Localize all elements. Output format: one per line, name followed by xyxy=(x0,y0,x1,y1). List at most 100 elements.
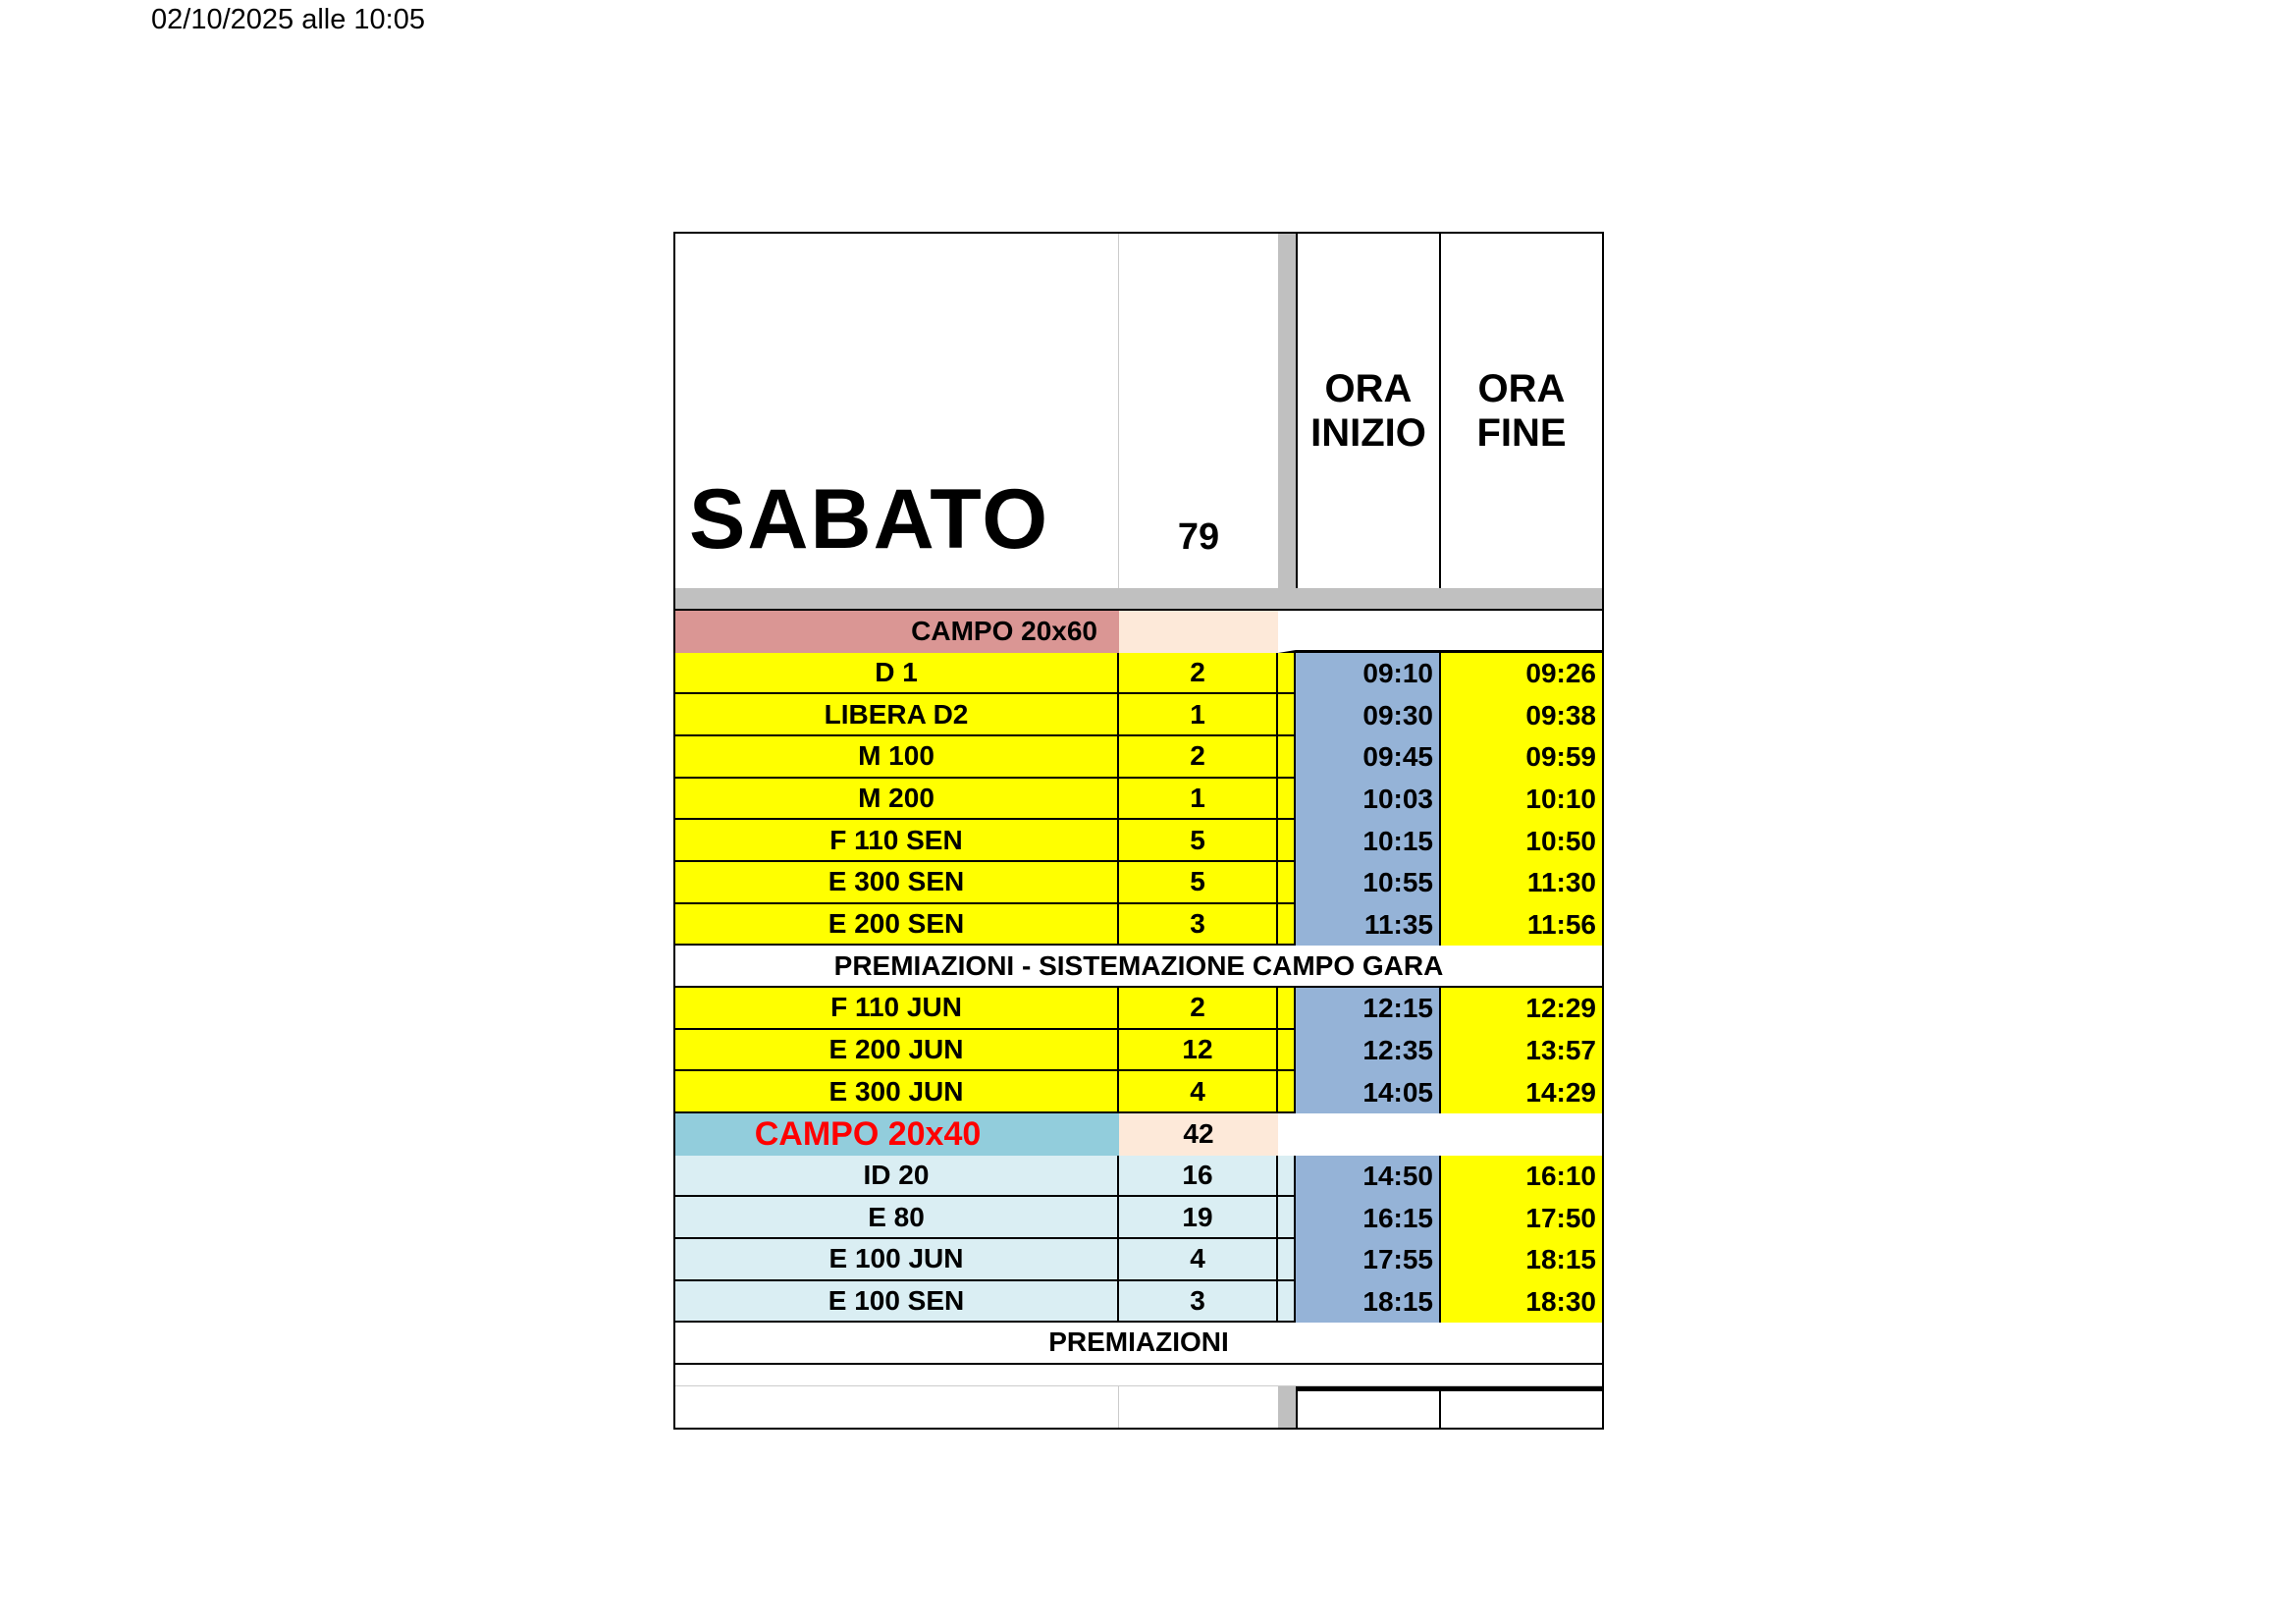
start-time: 09:30 xyxy=(1296,694,1441,736)
empty-row xyxy=(675,1365,1602,1386)
separator xyxy=(1278,1029,1296,1072)
start-time: 10:15 xyxy=(1296,820,1441,862)
event-name: M 200 xyxy=(675,778,1119,821)
break-awards-setup: PREMIAZIONI - SISTEMAZIONE CAMPO GARA xyxy=(675,946,1602,988)
start-time: 16:15 xyxy=(1296,1197,1441,1239)
start-time: 14:50 xyxy=(1296,1155,1441,1198)
separator xyxy=(1278,234,1296,588)
event-row: ID 20 16 14:50 16:10 xyxy=(675,1155,1602,1198)
event-row: E 100 JUN 4 17:55 18:15 xyxy=(675,1238,1602,1281)
event-name: LIBERA D2 xyxy=(675,694,1119,736)
start-time: 10:03 xyxy=(1296,778,1441,821)
empty-cell xyxy=(1278,611,1602,653)
start-time: 09:10 xyxy=(1296,652,1441,695)
event-row: D 1 2 09:10 09:26 xyxy=(675,652,1602,695)
end-time: 18:30 xyxy=(1441,1280,1602,1324)
campo-label: CAMPO 20x40 xyxy=(675,1112,1119,1156)
event-name: E 80 xyxy=(675,1197,1119,1239)
event-name: D 1 xyxy=(675,652,1119,695)
event-row: E 80 19 16:15 17:50 xyxy=(675,1197,1602,1239)
separator xyxy=(1278,861,1296,904)
separator xyxy=(1278,903,1296,947)
empty-cell xyxy=(1296,1385,1441,1428)
participant-count: 3 xyxy=(1119,903,1278,947)
header-end-label-1: ORA xyxy=(1477,366,1566,410)
event-row: E 300 SEN 5 10:55 11:30 xyxy=(675,861,1602,904)
break-awards: PREMIAZIONI xyxy=(675,1323,1602,1365)
end-time: 13:57 xyxy=(1441,1029,1602,1072)
participant-count: 2 xyxy=(1119,735,1278,779)
header-end-time: ORA FINE xyxy=(1441,234,1602,588)
event-name: E 200 SEN xyxy=(675,903,1119,947)
day-title: SABATO xyxy=(675,234,1119,588)
event-name: E 200 JUN xyxy=(675,1029,1119,1072)
separator xyxy=(1278,652,1296,695)
total-count: 79 xyxy=(1177,516,1220,558)
event-row: E 100 SEN 3 18:15 18:30 xyxy=(675,1280,1602,1324)
participant-count: 4 xyxy=(1119,1238,1278,1281)
participant-count: 5 xyxy=(1119,861,1278,904)
participant-count: 5 xyxy=(1119,820,1278,862)
event-name: M 100 xyxy=(675,735,1119,779)
start-time: 12:35 xyxy=(1296,1029,1441,1072)
event-name: F 110 SEN xyxy=(675,820,1119,862)
event-row: E 200 JUN 12 12:35 13:57 xyxy=(675,1029,1602,1072)
event-name: E 100 JUN xyxy=(675,1238,1119,1281)
empty-cell xyxy=(1441,1385,1602,1428)
empty-cell xyxy=(1278,1113,1602,1156)
separator xyxy=(1278,778,1296,821)
start-time: 17:55 xyxy=(1296,1238,1441,1281)
separator xyxy=(1278,1071,1296,1113)
separator xyxy=(1278,820,1296,862)
separator xyxy=(1278,735,1296,779)
end-time: 10:50 xyxy=(1441,820,1602,862)
header-start-label-1: ORA xyxy=(1324,366,1413,410)
event-row: E 200 SEN 3 11:35 11:56 xyxy=(675,903,1602,947)
participant-count: 4 xyxy=(1119,1071,1278,1113)
separator xyxy=(1278,1385,1296,1428)
end-time: 11:30 xyxy=(1441,861,1602,904)
event-row: F 110 JUN 2 12:15 12:29 xyxy=(675,987,1602,1030)
participant-count: 2 xyxy=(1119,987,1278,1030)
end-time: 09:59 xyxy=(1441,735,1602,779)
campo-20x40-row: CAMPO 20x40 42 xyxy=(675,1112,1602,1156)
separator xyxy=(1278,987,1296,1030)
end-time: 10:10 xyxy=(1441,778,1602,821)
participant-count: 16 xyxy=(1119,1155,1278,1198)
header-start-label-2: INIZIO xyxy=(1310,410,1426,455)
start-time: 11:35 xyxy=(1296,903,1441,947)
empty-row xyxy=(675,1385,1602,1428)
separator xyxy=(1278,694,1296,736)
start-time: 10:55 xyxy=(1296,861,1441,904)
campo-20x60-row: CAMPO 20x60 xyxy=(675,611,1602,653)
empty-cell xyxy=(675,1385,1119,1428)
campo-label: CAMPO 20x60 xyxy=(675,611,1119,653)
event-row: E 300 JUN 4 14:05 14:29 xyxy=(675,1071,1602,1113)
participant-count: 1 xyxy=(1119,694,1278,736)
event-name: ID 20 xyxy=(675,1155,1119,1198)
start-time: 18:15 xyxy=(1296,1280,1441,1324)
separator xyxy=(1278,1155,1296,1198)
event-row: M 200 1 10:03 10:10 xyxy=(675,778,1602,821)
separator xyxy=(1278,1280,1296,1324)
end-time: 14:29 xyxy=(1441,1071,1602,1113)
separator xyxy=(1278,1197,1296,1239)
start-time: 14:05 xyxy=(1296,1071,1441,1113)
participant-count: 12 xyxy=(1119,1029,1278,1072)
event-row: M 100 2 09:45 09:59 xyxy=(675,735,1602,779)
start-time: 12:15 xyxy=(1296,987,1441,1030)
event-row: LIBERA D2 1 09:30 09:38 xyxy=(675,694,1602,736)
participant-count: 1 xyxy=(1119,778,1278,821)
end-time: 11:56 xyxy=(1441,903,1602,947)
end-time: 09:38 xyxy=(1441,694,1602,736)
participant-count: 3 xyxy=(1119,1280,1278,1324)
empty-cell xyxy=(1119,1386,1278,1428)
event-row: F 110 SEN 5 10:15 10:50 xyxy=(675,820,1602,862)
campo-count: 42 xyxy=(1119,1112,1278,1156)
start-time: 09:45 xyxy=(1296,735,1441,779)
separator xyxy=(1278,1238,1296,1281)
participant-count: 2 xyxy=(1119,652,1278,695)
end-time: 18:15 xyxy=(1441,1238,1602,1281)
end-time: 16:10 xyxy=(1441,1155,1602,1198)
header-start-time: ORA INIZIO xyxy=(1296,234,1441,588)
